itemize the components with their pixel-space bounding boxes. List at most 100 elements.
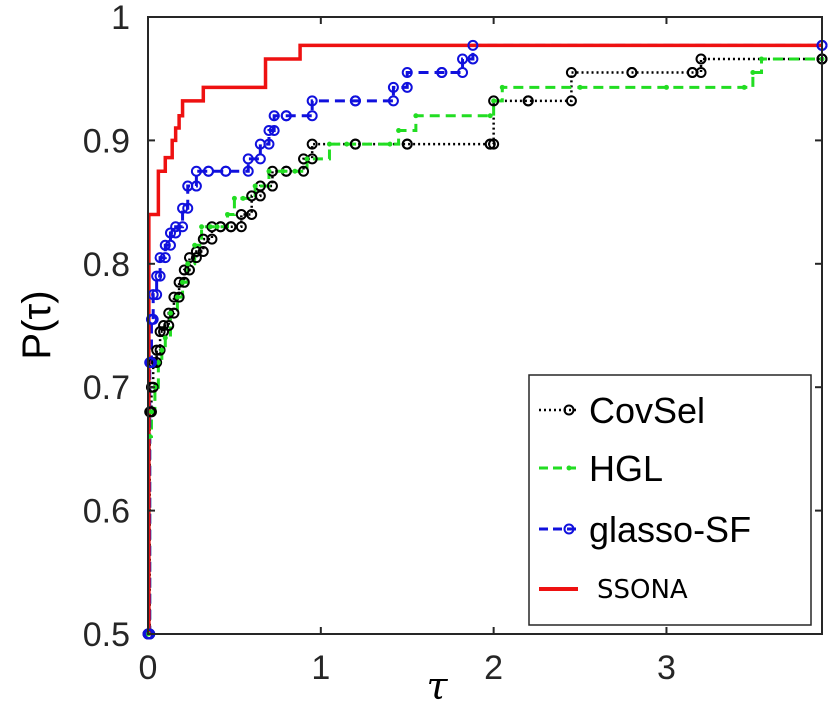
- marker-glasso-sf-corner-8: [170, 227, 182, 239]
- marker-glasso-sf-14: [242, 153, 254, 165]
- marker-hgl-34: [750, 70, 756, 76]
- marker-covsel-corner-28: [522, 95, 534, 107]
- marker-hgl-23: [326, 141, 332, 147]
- marker-glasso-sf-16: [263, 125, 275, 137]
- marker-hgl-5: [159, 347, 165, 353]
- marker-hgl-35: [759, 56, 765, 62]
- marker-covsel-corner-26: [484, 138, 496, 150]
- marker-covsel-17: [235, 208, 247, 220]
- marker-hgl-13: [207, 224, 213, 230]
- x-tick-label-3: 3: [657, 649, 676, 687]
- marker-covsel-corner-12: [190, 252, 202, 264]
- marker-glasso-sf-corner-12: [202, 165, 214, 177]
- marker-covsel-10: [178, 264, 190, 276]
- x-axis-label: τ: [426, 664, 448, 707]
- x-tick-label-2: 2: [484, 649, 503, 687]
- marker-glasso-sf-6: [159, 239, 171, 251]
- marker-glasso-sf-corner-13: [220, 165, 232, 177]
- marker-hgl-8: [174, 294, 180, 300]
- marker-covsel-corner-18: [246, 208, 258, 220]
- marker-covsel-29: [565, 67, 577, 79]
- marker-glasso-sf-corner-15: [254, 153, 266, 165]
- marker-glasso-sf-corner-22: [401, 81, 413, 93]
- marker-hgl-28: [487, 113, 493, 119]
- marker-hgl-16: [231, 195, 237, 201]
- marker-covsel-corner-9: [173, 291, 185, 303]
- marker-covsel-7: [163, 307, 175, 319]
- marker-glasso-sf-corner-11: [190, 180, 202, 192]
- series-line-ssona: [147, 43, 822, 636]
- marker-hgl-27: [413, 113, 419, 119]
- legend: CovSel HGL glasso-SF SSONA: [528, 374, 812, 626]
- marker-hgl-26: [396, 128, 402, 134]
- marker-glasso-sf-corner-17: [268, 125, 280, 137]
- marker-covsel-corner-10: [178, 276, 190, 288]
- y-tick-label-0: 0.5: [83, 616, 130, 654]
- series-line-glasso-sf: [148, 43, 822, 636]
- marker-glasso-sf-corner-6: [159, 252, 171, 264]
- marker-hgl-33: [741, 84, 747, 90]
- marker-covsel-corner-14: [206, 233, 218, 245]
- marker-hgl-29: [491, 98, 497, 104]
- marker-glasso-sf-21: [387, 81, 399, 93]
- marker-hgl-17: [240, 195, 246, 201]
- legend-box: [528, 374, 812, 626]
- x-tick-label-1: 1: [311, 649, 330, 687]
- marker-covsel-corner-19: [254, 190, 266, 202]
- marker-covsel-corner-22: [298, 165, 310, 177]
- marker-glasso-sf-corner-25: [467, 53, 479, 65]
- marker-glasso-sf-17: [268, 110, 280, 122]
- marker-glasso-sf-corner-20: [349, 95, 361, 107]
- marker-glasso-sf-24: [457, 53, 469, 65]
- y-axis-label: P(τ): [15, 290, 59, 359]
- marker-covsel-6: [158, 320, 170, 331]
- marker-covsel-corner-7: [163, 320, 175, 331]
- marker-layer: [142, 39, 828, 640]
- marker-glasso-sf-corner-10: [182, 202, 194, 214]
- axis-ticks: 0 1 2 3 0.5 0.6 0.7 0.8 0.9 1: [83, 0, 822, 687]
- legend-marker-glasso-sf: [563, 523, 575, 535]
- marker-covsel-corner-20: [266, 180, 278, 192]
- marker-glasso-sf-9: [177, 202, 189, 214]
- marker-covsel-corner-32: [695, 67, 707, 79]
- marker-covsel-27: [488, 95, 500, 107]
- x-tick-label-0: 0: [139, 649, 158, 687]
- marker-glasso-sf-19: [306, 95, 318, 107]
- marker-glasso-sf-corner-19: [306, 110, 318, 122]
- marker-glasso-sf-corner-4: [151, 289, 163, 301]
- y-tick-label-2: 0.7: [83, 369, 130, 407]
- plot-frame: [147, 16, 823, 635]
- legend-marker-covsel: [563, 404, 575, 416]
- marker-hgl-25: [387, 141, 393, 147]
- marker-hgl-6: [162, 335, 168, 341]
- marker-glasso-sf-22: [401, 67, 413, 79]
- marker-hgl-30: [499, 84, 505, 90]
- legend-label-ssona: SSONA: [597, 575, 688, 605]
- marker-hgl-9: [180, 279, 186, 285]
- marker-covsel-corner-24: [349, 138, 361, 150]
- marker-covsel-corner-5: [154, 344, 166, 356]
- marker-covsel-23: [306, 138, 318, 150]
- marker-hgl-15: [224, 211, 230, 217]
- marker-glasso-sf-corner-5: [154, 270, 166, 282]
- marker-glasso-sf-corner-18: [280, 110, 292, 122]
- marker-glasso-sf-25: [467, 39, 479, 51]
- legend-marker-hgl: [566, 465, 572, 471]
- marker-covsel-corner-17: [235, 221, 247, 233]
- marker-hgl-7: [167, 310, 173, 316]
- marker-glasso-sf-5: [154, 252, 166, 264]
- marker-covsel-corner-30: [626, 67, 638, 79]
- marker-hgl-12: [199, 224, 205, 230]
- marker-hgl-10: [185, 261, 191, 267]
- marker-glasso-sf-corner-7: [164, 239, 176, 251]
- marker-glasso-sf-4: [151, 270, 163, 282]
- marker-hgl-2: [148, 409, 154, 415]
- y-tick-label-4: 0.9: [83, 122, 130, 160]
- legend-label-hgl: HGL: [589, 448, 663, 489]
- marker-glasso-sf-corner-24: [457, 67, 469, 79]
- marker-covsel-corner-16: [225, 221, 237, 233]
- marker-covsel-corner-27: [488, 138, 500, 150]
- marker-hgl-14: [214, 224, 220, 230]
- marker-hgl-24: [344, 141, 350, 147]
